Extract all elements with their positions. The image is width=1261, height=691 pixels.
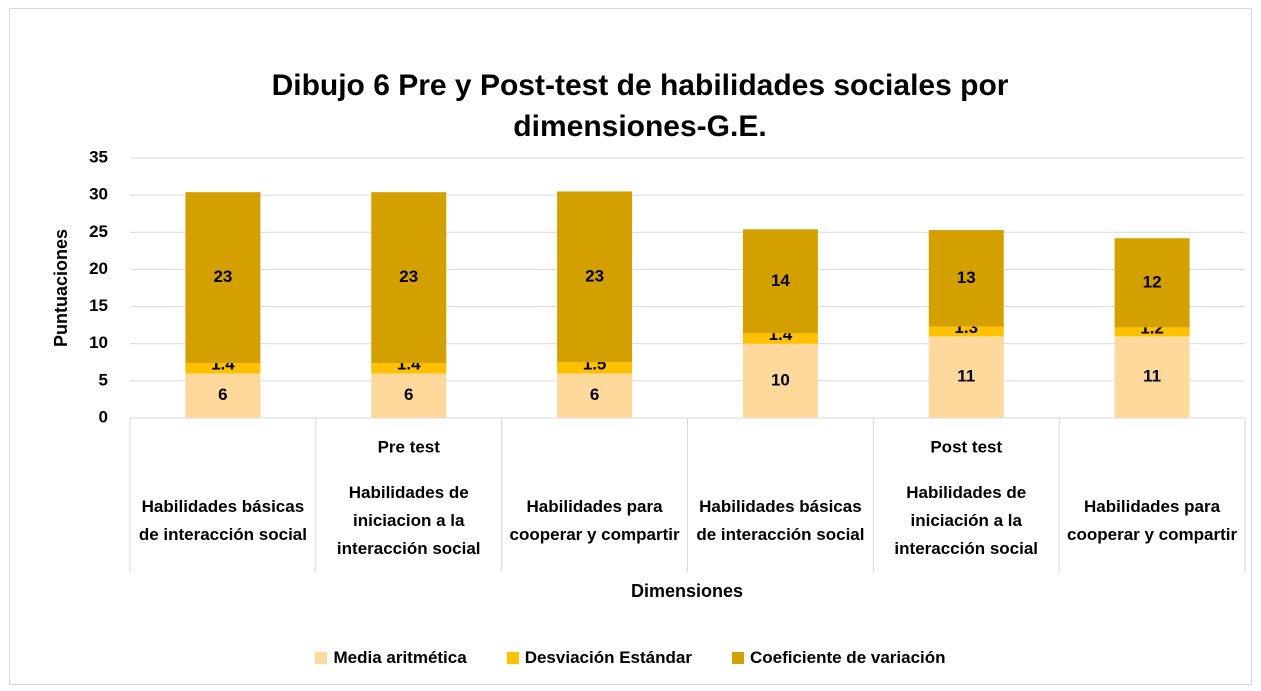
legend: Media aritmética Desviación Estándar Coefi… xyxy=(0,648,1261,668)
bar-segment xyxy=(557,362,633,374)
data-label: 23 xyxy=(585,266,604,285)
bar-segment xyxy=(1114,336,1190,418)
bar-segment xyxy=(557,191,633,363)
bar-segment xyxy=(371,373,447,418)
legend-swatch xyxy=(506,652,519,664)
x-tick-label: Habilidades de iniciación a la interacci… xyxy=(894,483,1039,558)
x-tick-label: Habilidades para cooperar y compartir xyxy=(1067,497,1238,544)
legend-label: Media aritmética xyxy=(333,648,467,667)
bar-segment xyxy=(1114,238,1190,328)
legend-item: Media aritmética xyxy=(315,648,467,668)
legend-swatch xyxy=(731,652,744,664)
bar-segment xyxy=(928,336,1004,418)
data-label: 10 xyxy=(771,370,790,389)
bar-segment xyxy=(1114,327,1190,337)
data-label: 14 xyxy=(771,271,790,290)
bar-segment xyxy=(185,192,261,364)
data-label: 6 xyxy=(218,385,227,404)
bar-segment xyxy=(742,229,818,334)
group-label: Pre test xyxy=(378,437,441,456)
chart-title: Dibujo 6 Pre y Post-test de habilidades … xyxy=(272,69,1009,143)
bar-segment xyxy=(185,373,261,418)
x-tick-label: Habilidades para cooperar y compartir xyxy=(509,497,680,544)
bar-segment xyxy=(742,333,818,344)
x-axis-title: Dimensiones xyxy=(631,581,743,601)
x-tick-label: Habilidades de iniciacion a la interacci… xyxy=(336,483,481,558)
y-tick-label: 5 xyxy=(99,370,108,389)
bar-segment xyxy=(557,373,633,418)
data-label: 23 xyxy=(213,267,232,286)
data-label: 11 xyxy=(957,367,975,386)
y-tick-label: 35 xyxy=(89,147,108,166)
legend-label: Desviación Estándar xyxy=(524,648,692,667)
bar-segment xyxy=(928,230,1004,327)
y-tick-label: 20 xyxy=(89,259,108,278)
data-label: 6 xyxy=(590,385,599,404)
x-tick-label: Habilidades básicas de interacción socia… xyxy=(138,497,307,544)
y-tick-label: 0 xyxy=(99,407,108,426)
legend-label: Coeficiente de variación xyxy=(749,648,946,667)
data-label: 12 xyxy=(1143,272,1162,291)
bar-segment xyxy=(371,363,447,374)
data-label: 13 xyxy=(957,268,976,287)
bar-segment xyxy=(185,363,261,374)
data-label: 23 xyxy=(399,267,418,286)
group-label: Post test xyxy=(930,437,1002,456)
legend-swatch xyxy=(315,652,328,664)
x-tick-label: Habilidades básicas de interacción socia… xyxy=(696,497,865,544)
data-label: 6 xyxy=(404,385,413,404)
y-tick-label: 10 xyxy=(89,333,108,352)
legend-item: Desviación Estándar xyxy=(506,648,692,668)
data-label: 11 xyxy=(1143,367,1161,386)
bar-segment xyxy=(928,326,1004,337)
y-tick-label: 15 xyxy=(89,296,108,315)
bar-segment xyxy=(371,192,447,364)
y-tick-label: 30 xyxy=(89,185,108,204)
legend-item: Coeficiente de variación xyxy=(731,648,946,668)
bar-segment xyxy=(742,343,818,418)
y-tick-label: 25 xyxy=(89,222,108,241)
y-axis-title: Puntuaciones xyxy=(51,229,71,347)
